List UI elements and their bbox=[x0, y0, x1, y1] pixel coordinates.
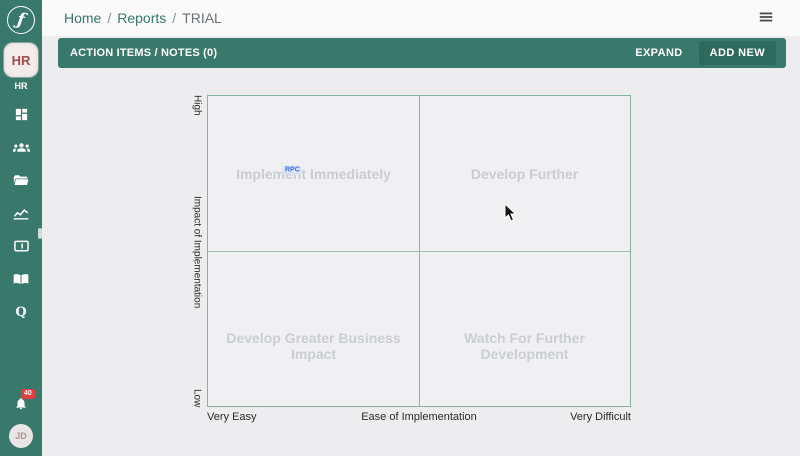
sidebar-item-files[interactable] bbox=[8, 171, 34, 189]
breadcrumb-current: TRIAL bbox=[182, 10, 222, 26]
menu-button[interactable] bbox=[756, 8, 776, 29]
sidebar-bottom: 40 JD bbox=[0, 389, 42, 448]
y-tick-low: Low bbox=[191, 388, 203, 407]
y-tick-high: High bbox=[191, 95, 203, 116]
quadrant-label-bottom-right: Watch For Further Development bbox=[464, 329, 585, 362]
quadrant-label-top-left: Implement Immediately bbox=[236, 165, 391, 182]
sidebar-item-library[interactable] bbox=[8, 270, 34, 288]
action-bar: ACTION ITEMS / NOTES (0) EXPAND ADD NEW bbox=[58, 38, 786, 68]
sidebar-item-cards[interactable] bbox=[8, 237, 34, 255]
bell-icon bbox=[14, 397, 28, 414]
workspace-label: HR bbox=[14, 81, 28, 91]
sidebar-item-people[interactable] bbox=[8, 138, 34, 156]
runner-logo-icon: ƒ bbox=[15, 9, 27, 31]
avatar[interactable]: JD bbox=[9, 424, 33, 448]
chart-plot[interactable]: Implement Immediately Develop Further De… bbox=[207, 95, 631, 407]
workspace-badge[interactable]: HR bbox=[4, 43, 38, 77]
breadcrumb-home[interactable]: Home bbox=[64, 10, 102, 26]
x-axis-title: Ease of Implementation bbox=[361, 411, 477, 423]
sidebar-item-reports[interactable] bbox=[8, 204, 34, 222]
q-icon: Q bbox=[15, 304, 27, 320]
x-tick-very-difficult: Very Difficult bbox=[570, 411, 631, 423]
dashboard-icon bbox=[14, 107, 29, 122]
notification-badge: 40 bbox=[21, 389, 35, 399]
notifications-button[interactable]: 40 bbox=[14, 389, 35, 414]
main-area: Home / Reports / TRIAL ACTION ITEMS / NO… bbox=[42, 0, 800, 456]
y-axis-labels: High Impact of Implementation Low bbox=[190, 95, 204, 407]
breadcrumb: Home / Reports / TRIAL bbox=[64, 10, 222, 26]
sidebar-nav: Q bbox=[8, 105, 34, 321]
sidebar-resize-handle[interactable] bbox=[38, 228, 42, 239]
add-new-button[interactable]: ADD NEW bbox=[698, 41, 776, 65]
chart-content: High Impact of Implementation Low Implem… bbox=[42, 68, 800, 456]
action-bar-actions: EXPAND ADD NEW bbox=[633, 41, 776, 65]
breadcrumb-separator: / bbox=[107, 10, 112, 26]
folder-open-icon bbox=[13, 174, 29, 187]
book-open-icon bbox=[13, 273, 29, 286]
x-tick-very-easy: Very Easy bbox=[207, 411, 257, 423]
sidebar: ƒ HR HR bbox=[0, 0, 42, 456]
quadrant-label-bottom-left: Develop Greater Business Impact bbox=[226, 329, 401, 362]
top-header: Home / Reports / TRIAL bbox=[42, 0, 800, 36]
groups-icon bbox=[12, 141, 30, 154]
chart-line-icon bbox=[13, 207, 29, 220]
sidebar-item-questions[interactable]: Q bbox=[8, 303, 34, 321]
hamburger-menu-icon bbox=[758, 10, 774, 27]
action-bar-title: ACTION ITEMS / NOTES (0) bbox=[70, 47, 218, 59]
x-axis-labels: Very Easy Ease of Implementation Very Di… bbox=[207, 411, 631, 423]
data-point-rpc[interactable]: RPC bbox=[283, 165, 302, 175]
sidebar-item-dashboard[interactable] bbox=[8, 105, 34, 123]
expand-button[interactable]: EXPAND bbox=[633, 43, 684, 63]
quadrant-horizontal-divider bbox=[208, 251, 630, 252]
quadrant-label-top-right: Develop Further bbox=[470, 165, 579, 182]
y-axis-title: Impact of Implementation bbox=[191, 195, 203, 309]
reader-card-icon bbox=[13, 240, 29, 252]
app-logo[interactable]: ƒ bbox=[5, 4, 37, 36]
breadcrumb-reports[interactable]: Reports bbox=[117, 10, 167, 26]
breadcrumb-separator: / bbox=[172, 10, 177, 26]
